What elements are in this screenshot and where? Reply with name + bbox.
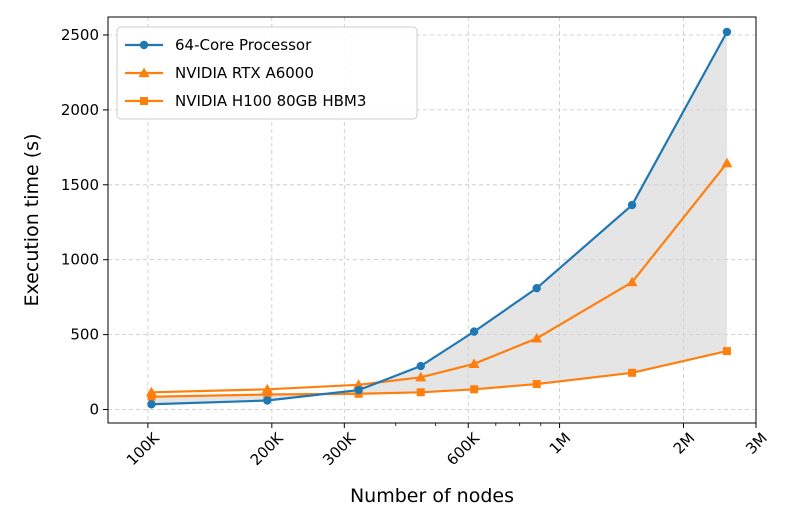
legend-marker bbox=[140, 97, 148, 105]
data-point bbox=[628, 368, 637, 377]
series-0 bbox=[147, 27, 732, 409]
data-point bbox=[416, 388, 425, 397]
x-axis-label: Number of nodes bbox=[350, 485, 514, 507]
legend-marker bbox=[138, 67, 150, 78]
data-point bbox=[627, 200, 637, 210]
legend-label: NVIDIA RTX A6000 bbox=[175, 64, 314, 82]
data-point bbox=[354, 385, 363, 395]
data-point bbox=[147, 392, 156, 401]
x-tick-label: 600K bbox=[443, 428, 484, 469]
y-tick-label: 1000 bbox=[61, 251, 99, 269]
series-layer bbox=[145, 27, 733, 409]
data-point bbox=[721, 157, 733, 168]
x-tick-label: 100K bbox=[123, 428, 164, 469]
data-point bbox=[722, 347, 731, 356]
data-point bbox=[722, 27, 732, 37]
data-point bbox=[263, 396, 272, 405]
legend-box bbox=[116, 26, 418, 120]
data-point bbox=[531, 332, 543, 343]
legend: 64-Core Processor NVIDIA RTX A6000 NVIDIA … bbox=[116, 26, 418, 120]
data-point bbox=[415, 371, 427, 382]
legend-label: 64-Core Processor bbox=[175, 36, 312, 54]
data-point bbox=[532, 283, 541, 293]
x-tick-label: 1M bbox=[546, 429, 575, 458]
x-tick-label: 300K bbox=[319, 428, 360, 469]
data-point bbox=[145, 386, 157, 397]
data-point bbox=[470, 385, 479, 394]
legend-item: NVIDIA RTX A6000 bbox=[125, 64, 314, 82]
x-tick-label: 2M bbox=[670, 429, 699, 458]
data-point bbox=[261, 383, 273, 394]
data-point bbox=[626, 276, 638, 287]
legend-item: 64-Core Processor bbox=[125, 36, 312, 54]
data-point bbox=[416, 361, 425, 371]
y-tick-label: 2000 bbox=[61, 101, 99, 119]
series-line bbox=[151, 31, 728, 406]
data-point bbox=[263, 390, 272, 399]
series-line bbox=[151, 350, 728, 398]
y-tick-label: 500 bbox=[70, 326, 99, 344]
legend-marker bbox=[139, 40, 149, 50]
legend-item: NVIDIA H100 80GB HBM3 bbox=[125, 92, 366, 110]
data-point bbox=[532, 380, 541, 389]
data-point bbox=[147, 400, 156, 409]
legend-label: NVIDIA H100 80GB HBM3 bbox=[175, 92, 366, 110]
x-tick-label: 3M bbox=[742, 429, 771, 458]
y-tick-label: 2500 bbox=[61, 26, 99, 44]
data-point bbox=[469, 327, 479, 336]
series-line bbox=[151, 162, 728, 394]
plot-frame bbox=[107, 16, 757, 424]
y-tick-label: 1500 bbox=[61, 176, 99, 194]
y-tick-label: 0 bbox=[89, 401, 99, 419]
data-point bbox=[353, 379, 365, 389]
y-axis-label: Execution time (s) bbox=[21, 134, 43, 307]
data-point bbox=[468, 358, 480, 368]
series-1 bbox=[145, 157, 733, 397]
x-tick-label: 200K bbox=[247, 428, 288, 469]
